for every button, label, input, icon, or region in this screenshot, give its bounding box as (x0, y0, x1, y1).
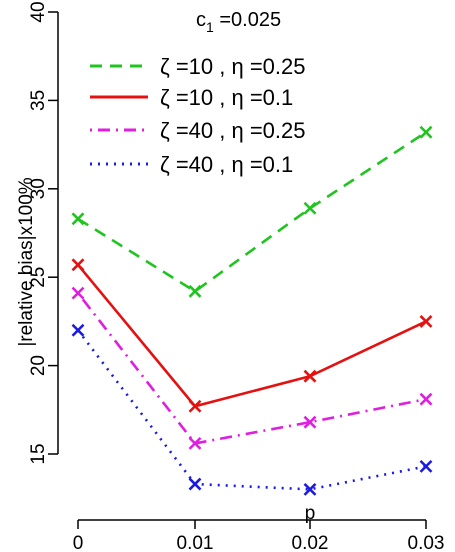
data-point-marker (303, 482, 317, 496)
data-point-marker (303, 369, 317, 383)
series-layer (71, 125, 433, 496)
data-point-marker (419, 459, 433, 473)
series-line (76, 263, 427, 408)
series-2 (71, 258, 433, 413)
data-point-marker (188, 399, 202, 413)
data-point-marker (303, 201, 317, 215)
y-tick-label: 15 (28, 443, 49, 464)
legend-label: ζ =40 , η =0.25 (160, 118, 305, 143)
data-point-marker (419, 392, 433, 406)
data-point-marker (419, 314, 433, 328)
legend-label: ζ =40 , η =0.1 (160, 152, 293, 177)
x-tick-label: 0.03 (408, 533, 445, 552)
series-line (76, 329, 427, 491)
data-point-marker (419, 125, 433, 139)
data-point-marker (71, 286, 85, 300)
axes: 15 20 25 30 35 40 0 0.01 0.02 0.03 (28, 1, 444, 552)
legend: ζ =10 , η =0.25 ζ =10 , η =0.1 ζ =40 , η =… (90, 54, 305, 177)
x-tick-label: 0 (73, 533, 84, 552)
legend-label: ζ =10 , η =0.1 (160, 85, 293, 110)
y-tick-label: 35 (28, 90, 49, 111)
y-tick-label: 30 (28, 178, 49, 199)
data-point-marker (188, 477, 202, 491)
legend-label: ζ =10 , η =0.25 (160, 54, 305, 79)
series-4 (71, 323, 433, 496)
y-axis-label: |relative bias|x100% (16, 177, 37, 346)
data-point-marker (71, 258, 85, 272)
x-tick-label: 0.01 (177, 533, 214, 552)
data-point-marker (188, 284, 202, 298)
y-tick-label: 20 (28, 355, 49, 376)
series-line (76, 292, 427, 445)
data-point-marker (71, 212, 85, 226)
data-point-marker (71, 323, 85, 337)
x-tick-label: 0.02 (292, 533, 329, 552)
y-tick-label: 25 (28, 267, 49, 288)
data-point-marker (303, 415, 317, 429)
data-point-marker (188, 436, 202, 450)
series-3 (71, 286, 433, 450)
series-1 (71, 125, 433, 298)
y-tick-label: 40 (28, 1, 49, 22)
chart-title: c1 =0.025 (196, 9, 281, 35)
x-axis-label: p (305, 503, 316, 524)
series-line (77, 131, 427, 293)
